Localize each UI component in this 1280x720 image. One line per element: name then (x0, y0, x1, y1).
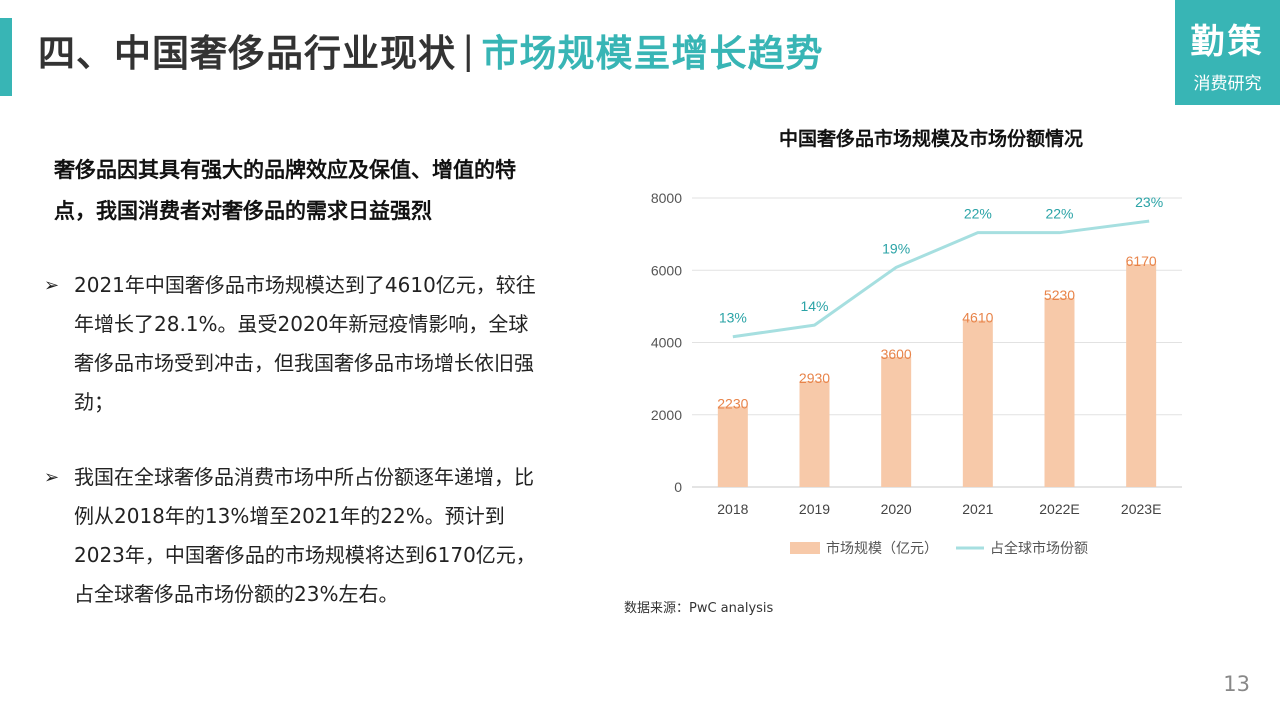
bar (1126, 264, 1157, 487)
share-value-label: 14% (800, 298, 828, 314)
bullet-text: 2021年中国奢侈品市场规模达到了4610亿元，较往年增长了28.1%。虽受20… (74, 273, 536, 414)
title-subtitle: 市场规模呈增长趋势 (481, 32, 824, 75)
brand-name: 勤策 (1190, 22, 1265, 62)
bar (1044, 298, 1075, 487)
bullet-arrow-icon: ➢ (44, 467, 60, 488)
x-tick-label: 2020 (881, 501, 912, 517)
x-tick-label: 2022E (1039, 501, 1079, 517)
bar (962, 320, 993, 487)
page-title: 四、中国奢侈品行业现状 | 市场规模呈增长趋势 (38, 22, 823, 78)
x-tick-label: 2018 (717, 501, 748, 517)
title-separator: | (462, 28, 476, 72)
chart-title: 中国奢侈品市场规模及市场份额情况 (778, 128, 1083, 150)
legend-line-label: 占全球市场份额 (990, 540, 1088, 557)
legend-bar-label: 市场规模（亿元） (826, 540, 938, 557)
share-value-label: 22% (1045, 206, 1073, 222)
bar-value-label: 3600 (881, 346, 912, 362)
brand-tagline: 消费研究 (1193, 74, 1262, 94)
bullet-arrow-icon: ➢ (44, 275, 60, 296)
bar-value-label: 2930 (799, 370, 830, 386)
x-tick-label: 2021 (962, 501, 993, 517)
bar (799, 381, 830, 487)
bullet-item: ➢ 2021年中国奢侈品市场规模达到了4610亿元，较往年增长了28.1%。虽受… (44, 266, 544, 422)
bar (881, 356, 912, 487)
x-tick-label: 2019 (799, 501, 830, 517)
bar (717, 406, 748, 487)
data-source: 数据来源：PwC analysis (624, 601, 774, 616)
bar-value-label: 4610 (962, 309, 993, 325)
bullet-item: ➢ 我国在全球奢侈品消费市场中所占份额逐年递增，比例从2018年的13%增至20… (44, 458, 544, 614)
y-tick-label: 6000 (651, 262, 682, 278)
accent-bar (0, 18, 12, 96)
y-tick-label: 8000 (651, 190, 682, 206)
y-tick-label: 2000 (651, 407, 682, 423)
share-line (732, 219, 1150, 339)
share-value-label: 23% (1135, 194, 1163, 210)
legend-bar-swatch (790, 542, 820, 554)
share-value-label: 19% (882, 240, 910, 256)
bullet-text: 我国在全球奢侈品消费市场中所占份额逐年递增，比例从2018年的13%增至2021… (74, 465, 536, 606)
brand-logo: 勤策 消费研究 (1175, 0, 1280, 105)
bar-value-label: 2230 (717, 395, 748, 411)
bar-value-label: 5230 (1044, 287, 1075, 303)
bar-value-label: 6170 (1126, 253, 1157, 269)
market-size-chart: 0 2000 4000 6000 8000 2018 2019 2020 2021 2022E 20… (651, 190, 1182, 557)
y-tick-label: 4000 (651, 335, 682, 351)
title-main: 四、中国奢侈品行业现状 (38, 32, 456, 75)
x-tick-label: 2023E (1121, 501, 1161, 517)
share-value-label: 13% (719, 310, 747, 326)
lead-paragraph: 奢侈品因其具有强大的品牌效应及保值、增值的特点，我国消费者对奢侈品的需求日益强烈 (54, 158, 516, 223)
page-number: 13 (1223, 672, 1250, 696)
y-tick-label: 0 (674, 479, 682, 495)
share-value-label: 22% (964, 206, 992, 222)
